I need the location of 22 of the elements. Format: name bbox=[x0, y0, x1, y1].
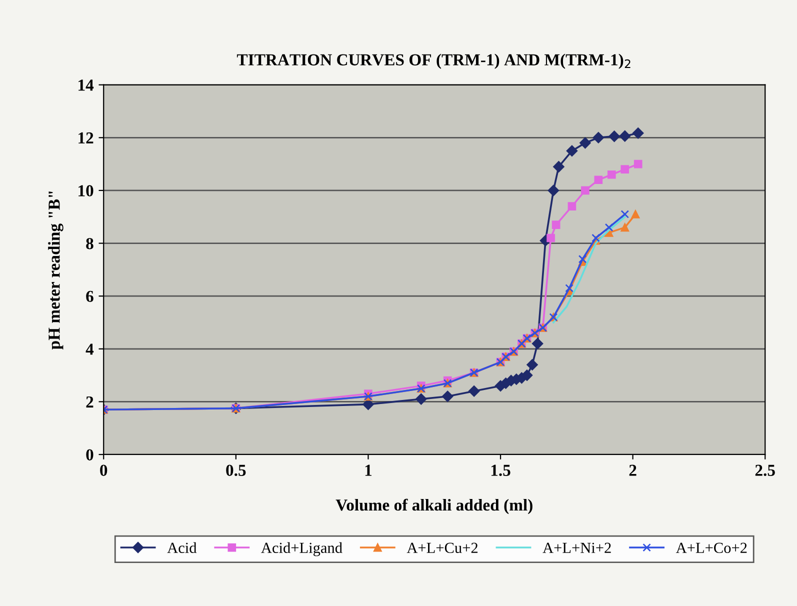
y-tick-label: 2 bbox=[86, 396, 94, 408]
x-tick-label: 1.5 bbox=[491, 464, 510, 476]
y-tick-label: 0 bbox=[86, 449, 94, 460]
legend-label: A+L+Ni+2 bbox=[542, 542, 611, 553]
x-tick-label: 0 bbox=[100, 464, 108, 476]
x-axis-title: Volume of alkali added (ml) bbox=[336, 498, 532, 514]
y-axis-title: pH meter reading "B" bbox=[48, 191, 64, 350]
x-tick-label: 2 bbox=[629, 464, 636, 476]
legend-label: A+L+Cu+2 bbox=[406, 542, 478, 554]
x-tick-label: 0.5 bbox=[226, 464, 246, 476]
y-tick-label: 6 bbox=[86, 290, 94, 302]
legend-label: Acid bbox=[167, 542, 197, 554]
x-tick-label: 2.5 bbox=[755, 464, 775, 476]
x-tick-label: 1 bbox=[365, 464, 372, 476]
y-tick-label: 8 bbox=[86, 238, 94, 250]
y-tick-label: 4 bbox=[86, 344, 94, 355]
y-tick-label: 14 bbox=[78, 80, 94, 91]
y-tick-label: 10 bbox=[78, 185, 94, 196]
legend-label: A+L+Co+2 bbox=[676, 542, 747, 554]
legend-label: Acid+Ligand bbox=[261, 542, 342, 556]
chart-title: TITRATION CURVES OF (TRM-1) AND M(TRM-1)$_{2}$ bbox=[236, 54, 630, 69]
y-tick-label: 12 bbox=[78, 132, 94, 144]
